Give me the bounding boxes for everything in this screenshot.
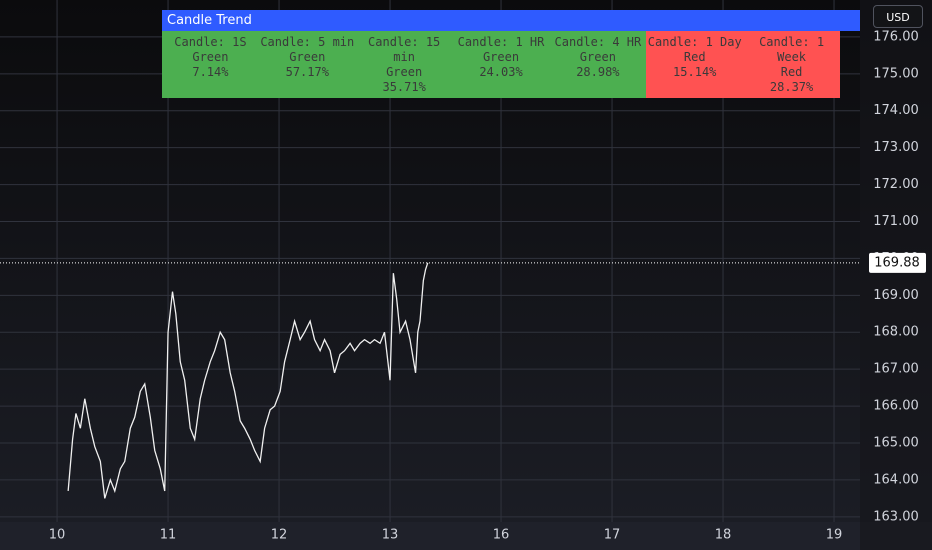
trend-timeframe: Candle: 1S (174, 35, 247, 49)
y-tick-label: 173.00 (873, 140, 919, 155)
x-tick-label: 19 (826, 528, 843, 543)
y-tick-label: 174.00 (873, 103, 919, 118)
trend-timeframe: Candle: 1 Day (647, 35, 742, 49)
trend-trend: Green (579, 50, 616, 64)
x-tick-label: 10 (49, 528, 66, 543)
trend-table: Candle Trend Candle: 1S Green 7.14% Candle:… (162, 10, 860, 98)
trend-column: Candle: 1 HR Green 24.03% (452, 31, 550, 98)
trend-timeframe: Candle: 4 HR (554, 35, 642, 49)
y-tick-label: 171.00 (873, 214, 919, 229)
trend-column: Candle: 1S Green 7.14% (162, 31, 259, 98)
trend-percent: 28.98% (576, 65, 620, 79)
trend-percent: 24.03% (479, 65, 523, 79)
trend-column: Candle: 15 min Green 35.71% (355, 31, 453, 98)
trend-timeframe: Candle: 1 Week (759, 35, 825, 64)
trend-column: Candle: 1 Week Red 28.37% (743, 31, 841, 98)
currency-button[interactable]: USD (873, 5, 923, 28)
trend-timeframe: Candle: 1 HR (457, 35, 545, 49)
x-tick-label: 11 (160, 528, 177, 543)
x-tick-label: 17 (604, 528, 621, 543)
y-tick-label: 172.00 (873, 177, 919, 192)
trend-trend: Green (192, 50, 229, 64)
trend-trend: Red (780, 65, 803, 79)
x-tick-label: 18 (715, 528, 732, 543)
trend-trend: Red (683, 50, 706, 64)
y-tick-label: 167.00 (873, 362, 919, 377)
trend-column: Candle: 5 min Green 57.17% (258, 31, 356, 98)
trend-timeframe: Candle: 15 min (368, 35, 441, 64)
trend-percent: 7.14% (192, 65, 229, 79)
y-tick-label: 164.00 (873, 472, 919, 487)
trend-trend: Green (386, 65, 423, 79)
trend-column: Candle: 1 Day Red 15.14% (646, 31, 744, 98)
trend-percent: 28.37% (769, 80, 814, 94)
last-price-label: 169.88 (874, 255, 920, 270)
y-tick-label: 168.00 (873, 325, 919, 340)
trend-column: Candle: 4 HR Green 28.98% (549, 31, 647, 98)
trend-trend: Green (289, 50, 326, 64)
trend-trend: Green (482, 50, 520, 64)
trend-percent: 57.17% (285, 65, 329, 79)
last-price-box (869, 252, 926, 273)
x-axis-band (0, 522, 932, 550)
x-tick-label: 16 (493, 528, 510, 543)
y-axis-band (860, 0, 932, 550)
trend-percent: 15.14% (673, 65, 717, 79)
y-tick-label: 176.00 (873, 29, 919, 44)
y-tick-label: 169.00 (873, 288, 919, 303)
y-tick-label: 165.00 (873, 435, 919, 450)
x-tick-label: 12 (271, 528, 288, 543)
y-tick-label: 166.00 (873, 399, 919, 414)
table-columns: Candle: 1S Green 7.14% Candle: 5 min Green 57… (162, 31, 841, 98)
x-tick-label: 13 (382, 528, 399, 543)
price-line (67, 262, 429, 499)
trend-timeframe: Candle: 5 min (260, 35, 355, 49)
y-tick-label: 175.00 (873, 66, 919, 81)
trend-percent: 35.71% (382, 80, 426, 94)
y-tick-label: 163.00 (873, 509, 919, 524)
table-title: Candle Trend (162, 10, 860, 31)
